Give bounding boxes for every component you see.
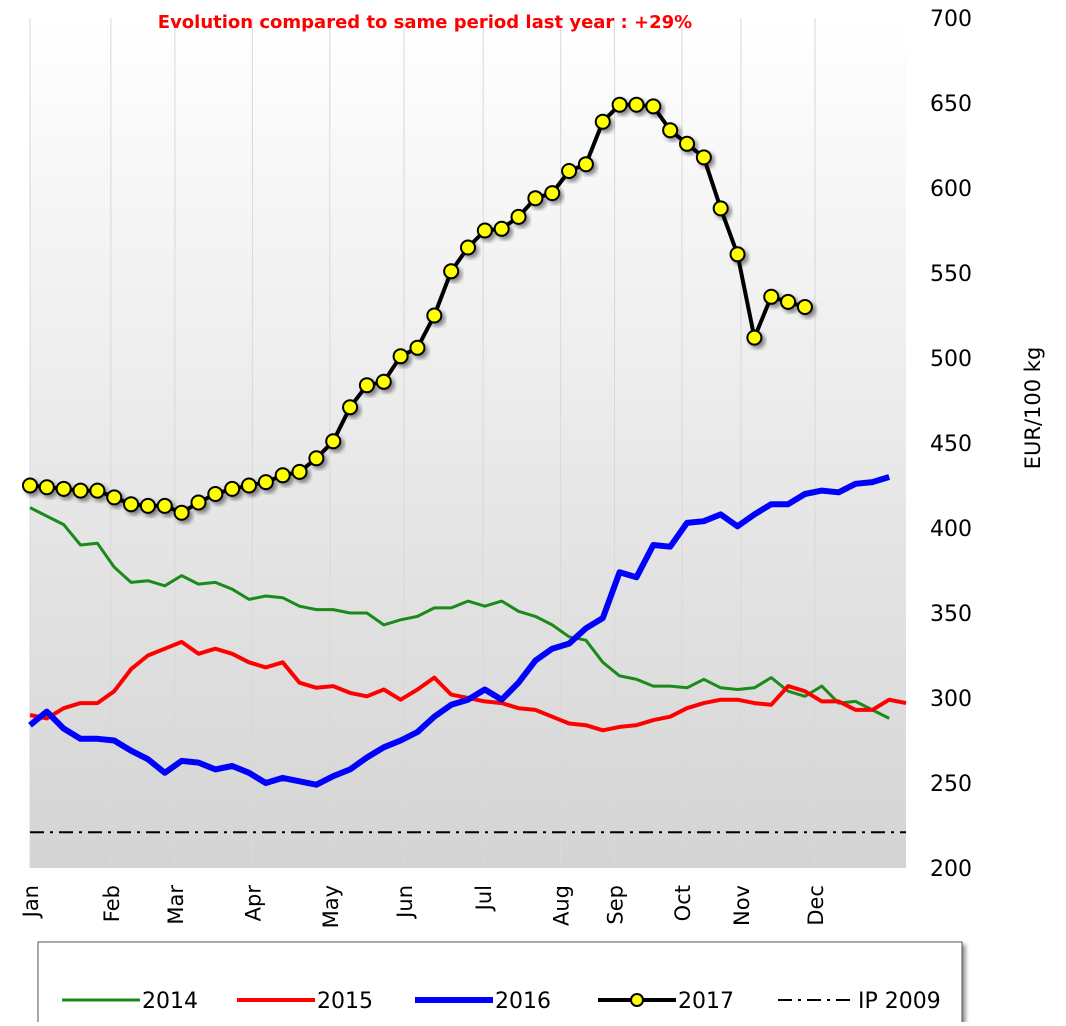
marker <box>493 220 510 237</box>
marker <box>291 463 308 480</box>
x-tick-label: Aug <box>550 885 574 926</box>
marker <box>460 239 476 256</box>
marker <box>38 479 55 496</box>
legend-label: 2016 <box>495 989 551 1014</box>
marker <box>241 477 257 494</box>
marker <box>392 348 409 365</box>
x-tick-label: Dec <box>804 885 828 926</box>
marker <box>358 377 375 394</box>
marker <box>123 496 140 513</box>
marker <box>645 98 662 115</box>
marker <box>729 246 746 263</box>
marker <box>274 467 291 484</box>
marker <box>409 339 426 356</box>
marker <box>139 497 156 514</box>
marker <box>510 208 527 225</box>
marker <box>426 307 443 324</box>
marker <box>257 474 274 491</box>
x-tick-label: Jul <box>472 885 496 912</box>
marker <box>342 399 359 416</box>
chart-title: Evolution compared to same period last y… <box>158 12 692 33</box>
marker <box>746 329 763 346</box>
legend-box <box>37 941 963 1026</box>
x-tick-label: May <box>319 885 343 928</box>
y-tick-label: 700 <box>930 7 972 32</box>
y-tick-label: 450 <box>930 432 972 457</box>
marker <box>22 477 38 494</box>
marker <box>561 163 578 179</box>
x-tick-label: Nov <box>730 885 754 926</box>
marker <box>712 200 729 217</box>
marker <box>611 96 628 113</box>
y-tick-label: 500 <box>930 347 972 372</box>
marker <box>476 222 493 239</box>
legend-label: IP 2009 <box>858 989 941 1014</box>
lines <box>22 96 907 834</box>
y-tick-label: 550 <box>930 262 972 287</box>
marker <box>89 482 106 499</box>
marker <box>443 263 460 280</box>
series-line <box>28 474 891 788</box>
x-tick-label: Apr <box>241 885 265 922</box>
y-tick-label: 400 <box>930 517 972 542</box>
legend-label: 2014 <box>142 989 198 1014</box>
x-tick-label: Jun <box>393 885 417 920</box>
marker <box>594 113 611 130</box>
marker <box>55 480 72 497</box>
marker <box>679 135 695 152</box>
marker <box>106 489 123 506</box>
marker <box>325 433 342 450</box>
marker <box>207 486 224 502</box>
marker <box>173 504 190 521</box>
marker <box>308 450 325 467</box>
legend-marker <box>630 993 644 1007</box>
legend-label: 2017 <box>678 989 734 1014</box>
marker <box>190 494 207 511</box>
marker <box>577 156 594 173</box>
x-tick-label: Feb <box>100 885 124 922</box>
marker <box>156 497 173 514</box>
y-axis-label: EUR/100 kg <box>1021 347 1045 470</box>
marker <box>544 185 561 202</box>
y-tick-label: 200 <box>930 857 972 882</box>
legend: 2014 2015 2016 2017 IP 2009 <box>62 989 941 1014</box>
y-tick-label: 250 <box>930 772 972 797</box>
x-tick-label: Sep <box>604 885 628 925</box>
marker <box>796 299 813 315</box>
marker <box>224 480 241 497</box>
x-tick-label: Oct <box>671 885 695 921</box>
marker <box>780 293 797 310</box>
x-tick-label: Jan <box>19 885 43 919</box>
legend-label: 2015 <box>317 989 373 1014</box>
series-line <box>29 506 890 720</box>
y-tick-label: 300 <box>930 687 972 712</box>
y-tick-label: 650 <box>930 92 972 117</box>
x-tick-label: Mar <box>164 885 188 925</box>
marker <box>527 190 544 207</box>
y-tick-label: 600 <box>930 177 972 202</box>
marker <box>695 149 712 166</box>
marker <box>375 373 392 390</box>
y-tick-label: 350 <box>930 602 972 627</box>
marker <box>763 288 780 305</box>
marker <box>662 122 679 139</box>
marker <box>72 482 89 499</box>
marker <box>628 96 645 113</box>
plot-area <box>30 18 906 868</box>
